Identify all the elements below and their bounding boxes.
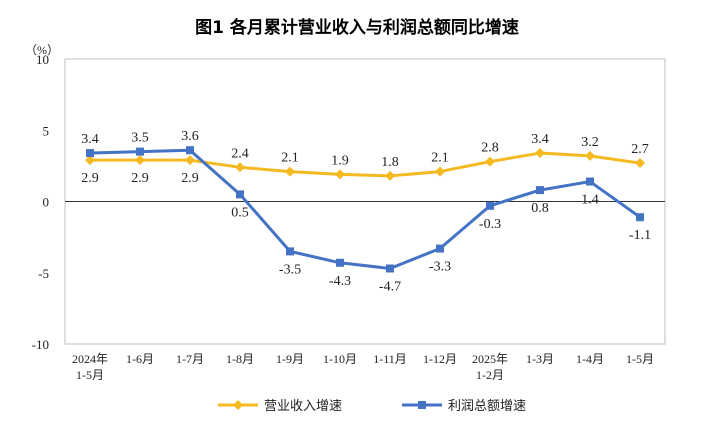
profit-growth-marker	[186, 146, 194, 155]
profit-growth-marker	[536, 186, 544, 195]
revenue-growth-marker	[435, 166, 445, 177]
profit-growth-marker	[436, 244, 444, 253]
revenue-growth-marker	[335, 169, 345, 180]
legend-item-profit: 利润总额增速	[402, 399, 526, 414]
y-tick-label: -5	[38, 266, 49, 281]
profit-growth-marker	[86, 149, 94, 158]
x-tick-label: 1-7月	[176, 352, 204, 366]
profit-growth-data-label: -4.7	[379, 279, 401, 294]
profit-growth-data-label: 3.6	[181, 129, 199, 144]
profit-growth-data-label: 3.5	[131, 131, 149, 146]
profit-growth-data-label: -4.3	[329, 274, 351, 289]
revenue-growth-marker	[485, 156, 495, 167]
legend-label: 利润总额增速	[448, 399, 526, 414]
revenue-growth-marker	[385, 170, 395, 181]
revenue-growth-data-label: 2.8	[481, 141, 499, 156]
profit-growth-data-label: 0.8	[531, 201, 549, 216]
legend-label: 营业收入增速	[264, 399, 342, 414]
revenue-growth-data-label: 2.4	[231, 146, 249, 161]
revenue-growth-marker	[635, 158, 645, 169]
profit-growth-marker	[236, 190, 244, 199]
y-tick-label: -10	[32, 337, 49, 352]
profit-growth-marker	[636, 213, 644, 222]
revenue-growth-marker	[85, 155, 95, 166]
profit-growth-line	[88, 148, 642, 270]
profit-growth-data-label: 0.5	[231, 205, 249, 220]
x-tick-label: 2025年 1-2月	[472, 352, 508, 382]
x-axis: 2024年 1-5月 1-6月 1-7月 1-8月 1-9月 1-10月 1-11月 1-12月…	[72, 352, 654, 382]
x-tick-label: 1-11月	[373, 352, 407, 366]
revenue-growth-marker	[585, 150, 595, 161]
revenue-growth-marker	[285, 166, 295, 177]
profit-growth-marker	[136, 147, 144, 156]
profit-growth-marker	[418, 401, 426, 409]
y-tick-label: 5	[43, 123, 50, 138]
legend: 营业收入增速 利润总额增速	[218, 399, 526, 414]
profit-growth-data-label: -0.3	[479, 217, 501, 232]
x-tick-label: 1-6月	[126, 352, 154, 366]
revenue-growth-data-label: 1.9	[331, 153, 349, 168]
profit-growth-data-label: -3.3	[429, 260, 451, 275]
revenue-growth-data-label: 1.8	[381, 155, 399, 170]
x-tick-label: 1-8月	[226, 352, 254, 366]
revenue-growth-line	[88, 151, 642, 178]
revenue-growth-marker	[135, 155, 145, 166]
revenue-growth-data-label: 3.2	[581, 135, 599, 150]
legend-item-revenue: 营业收入增速	[218, 399, 342, 414]
revenue-growth-marker	[233, 400, 243, 410]
profit-growth-data-label: -3.5	[279, 262, 301, 277]
y-tick-label: 10	[36, 52, 49, 67]
revenue-growth-data-label: 2.9	[131, 171, 149, 186]
revenue-growth-data-label: 2.1	[431, 151, 449, 166]
profit-growth-marker	[336, 258, 344, 267]
revenue-growth-marker	[535, 148, 545, 159]
y-axis: 10 5 0 -5 -10	[32, 52, 49, 352]
x-tick-label: 1-3月	[526, 352, 554, 366]
revenue-growth-marker	[185, 155, 195, 166]
y-axis-unit-label: （%）	[25, 43, 59, 57]
y-tick-label: 0	[43, 195, 50, 210]
revenue-growth-data-label: 2.9	[81, 171, 99, 186]
revenue-growth-data-label: 2.9	[181, 171, 199, 186]
profit-growth-marker	[486, 201, 494, 210]
profit-growth-marker	[386, 264, 394, 273]
profit-growth-marker	[586, 177, 594, 186]
x-tick-label: 1-12月	[423, 352, 457, 366]
data-labels-layer: 2.9 3.4 2.9 3.5 2.9 3.6 2.4 0.5 2.1 -3.5 1.9 -4.3 1.…	[81, 129, 651, 294]
series-layer	[85, 146, 645, 273]
x-tick-label: 1-9月	[276, 352, 304, 366]
revenue-growth-data-label: 2.1	[281, 151, 299, 166]
profit-growth-data-label: -1.1	[629, 228, 651, 243]
revenue-growth-data-label: 2.7	[631, 142, 649, 157]
chart-title: 图1 各月累计营业收入与利润总额同比增速	[195, 17, 519, 38]
profit-growth-data-label: 1.4	[581, 193, 599, 208]
x-tick-label: 1-10月	[323, 352, 357, 366]
profit-growth-data-label: 3.4	[81, 132, 99, 147]
x-tick-label: 2024年 1-5月	[72, 352, 108, 382]
revenue-growth-marker	[235, 162, 245, 173]
revenue-growth-data-label: 3.4	[531, 132, 549, 147]
x-tick-label: 1-5月	[626, 352, 654, 366]
x-tick-label: 1-4月	[576, 352, 604, 366]
profit-growth-marker	[286, 247, 294, 256]
